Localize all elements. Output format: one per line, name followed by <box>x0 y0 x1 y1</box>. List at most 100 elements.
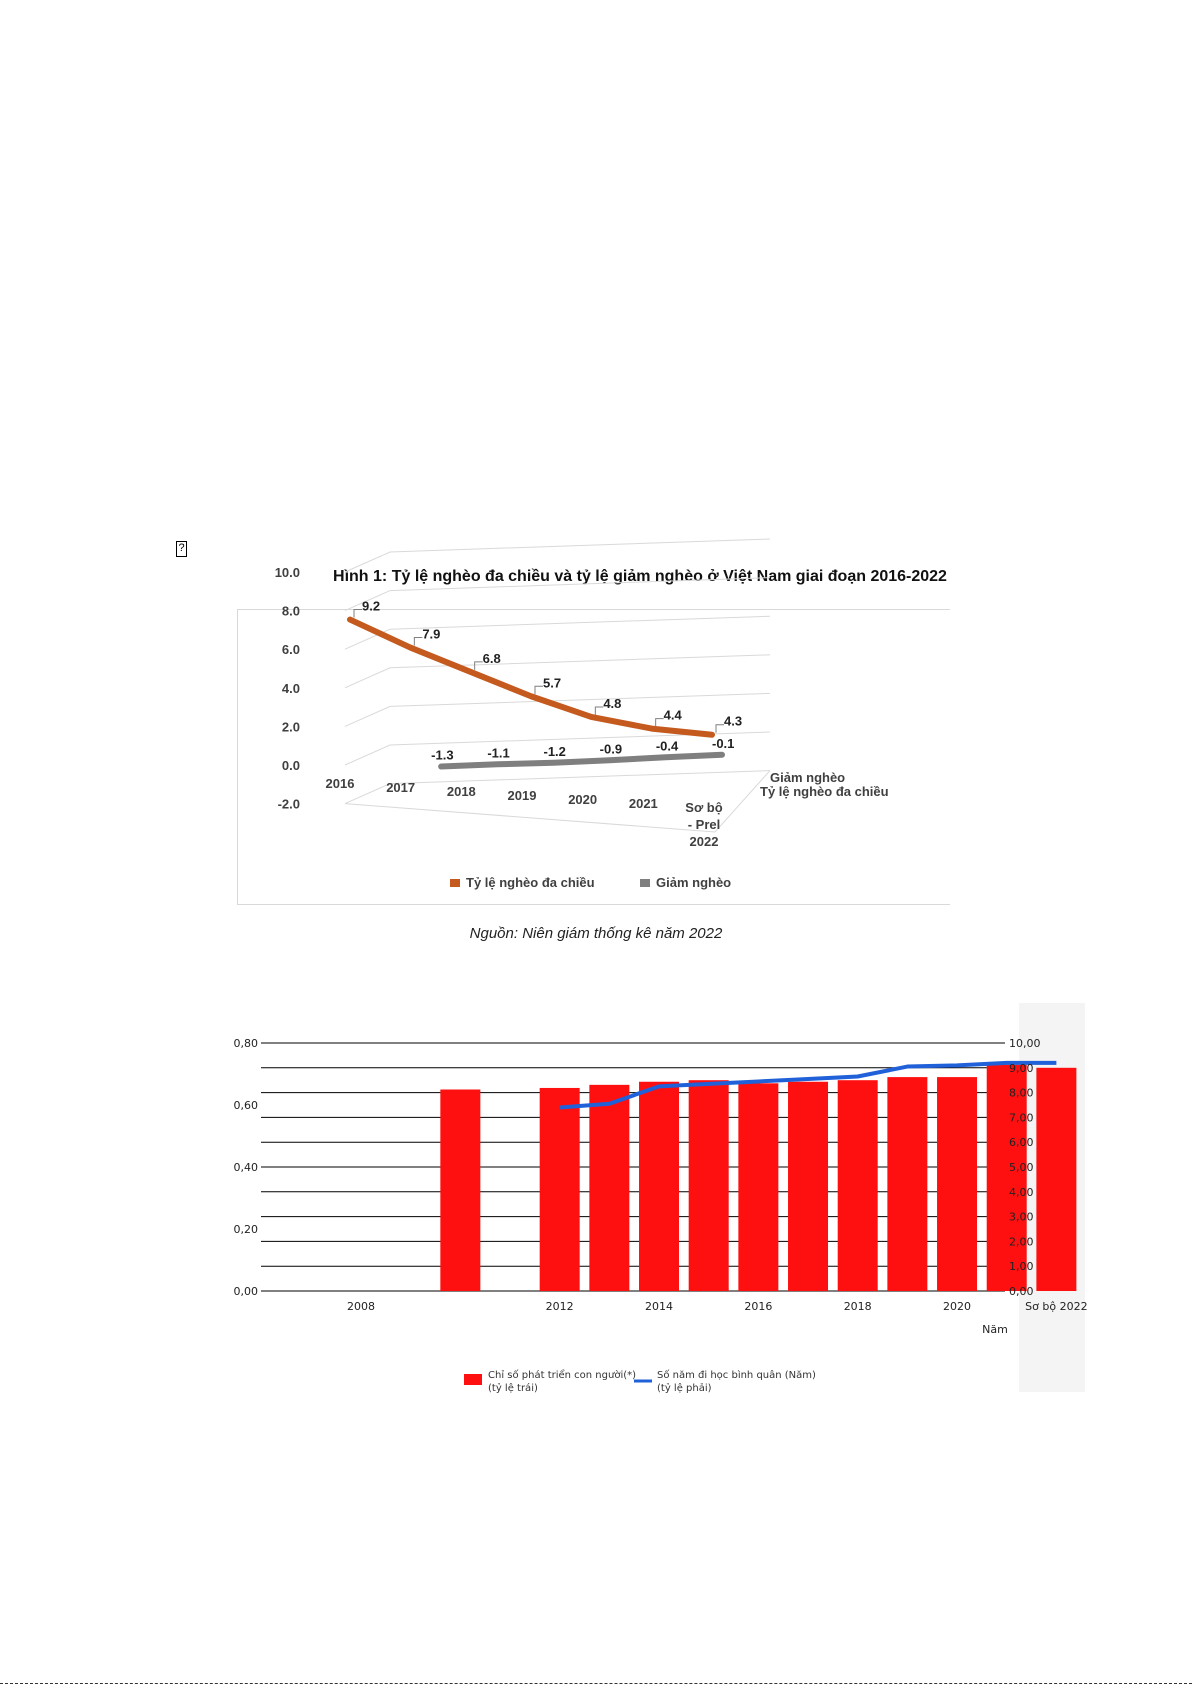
chart2-x-axis-label: Năm <box>982 1323 1008 1336</box>
chart2-line <box>559 1060 1057 1110</box>
chart1-data-label: -0.4 <box>656 738 679 753</box>
chart1-legend-swatch <box>450 879 460 887</box>
chart1-x-tick-label: 2017 <box>386 780 415 795</box>
chart2-bar <box>738 1083 779 1291</box>
chart1-data-labels: 9.2 7.9 6.8 5.7 4.8 4.4 4.3 -1.3 -1.1 -1.2 -0.9 -0.… <box>353 599 742 763</box>
chart2-y-right-tick-label: 10,00 <box>1009 1037 1041 1050</box>
chart2-legend-bar-label: Chỉ số phát triển con người(*) <box>488 1368 636 1381</box>
chart1-gridlines <box>344 538 771 833</box>
chart2-y-right-tick-label: 0,00 <box>1009 1285 1034 1298</box>
chart1-y-tick-label: 0.0 <box>282 758 300 773</box>
chart1-gridline <box>344 692 771 727</box>
chart2-x-tick-label: 2012 <box>546 1300 574 1313</box>
chart1-series-line-ty-le-ngheo <box>347 616 715 738</box>
chart2-x-tick-label: 2020 <box>943 1300 971 1313</box>
chart1-x-tick-label: 2022 <box>690 834 719 849</box>
chart1-data-label: 7.9 <box>422 627 440 642</box>
chart1-data-label-leader <box>715 724 724 733</box>
chart1-data-label-leader <box>353 609 362 618</box>
chart1-y-tick-label: 4.0 <box>282 681 300 696</box>
chart1-x-tick-label: 2020 <box>568 792 597 807</box>
chart2-bar <box>639 1081 680 1291</box>
chart2-y-left-tick-label: 0,00 <box>234 1285 259 1298</box>
chart1-y-tick-label: 2.0 <box>282 719 300 734</box>
chart1-gridline <box>344 770 771 805</box>
chart2-x-tick-label: 2008 <box>347 1300 375 1313</box>
chart1-x-ticks: 2016 2017 2018 2019 2020 2021 Sơ bộ - Prel 2022 <box>326 776 723 849</box>
chart2-bar <box>440 1089 481 1291</box>
chart1-gridline <box>344 731 771 766</box>
chart1-data-label: 5.7 <box>543 675 561 690</box>
chart2-bars <box>440 1064 1077 1291</box>
chart1-y-tick-label: 6.0 <box>282 642 300 657</box>
chart2-y-left-ticks: 0,00 0,20 0,40 0,60 0,80 <box>234 1037 259 1298</box>
chart2-line-series <box>559 1060 1057 1110</box>
broken-image-icon: ? <box>176 541 187 557</box>
chart1-x-tick-label: 2019 <box>508 788 537 803</box>
chart1-gridline <box>344 654 771 689</box>
chart1-gridline <box>344 577 771 612</box>
chart1-data-label: -0.1 <box>712 736 734 751</box>
chart1-y-tick-label: 10.0 <box>275 565 300 580</box>
chart2-y-right-tick-label: 8,00 <box>1009 1087 1034 1100</box>
chart1-legend-label: Giảm nghèo <box>656 875 731 890</box>
figure1-source: Nguồn: Niên giám thống kê năm 2022 <box>469 925 723 942</box>
chart2-x-tick-label: 2014 <box>645 1300 673 1313</box>
chart2-bar <box>589 1084 630 1291</box>
chart2-bar <box>1036 1067 1077 1291</box>
chart2-y-right-ticks: 0,00 1,00 2,00 3,00 4,00 5,00 6,00 7,00 8,00 9,00… <box>1009 1037 1041 1298</box>
chart2-legend: Chỉ số phát triển con người(*)(tỷ lệ trá… <box>464 1368 816 1394</box>
chart1-legend-swatch <box>640 879 650 887</box>
chart2-bar <box>837 1080 878 1291</box>
chart1-gridline <box>344 615 771 650</box>
chart1-data-label: -0.9 <box>600 741 622 756</box>
chart1-y-tick-label: 8.0 <box>282 604 300 619</box>
figure1-title: Hình 1: Tỷ lệ nghèo đa chiều và tỷ lệ gi… <box>333 568 947 585</box>
chart1-x-tick-label: 2016 <box>326 776 355 791</box>
chart1-data-label: 4.3 <box>724 714 742 729</box>
chart2-bar <box>688 1080 729 1291</box>
chart2-y-right-tick-label: 2,00 <box>1009 1235 1034 1248</box>
chart1-gridline <box>344 538 771 573</box>
chart1-series-line-giam-ngheo <box>438 751 725 770</box>
chart2-y-right-tick-label: 5,00 <box>1009 1161 1034 1174</box>
chart2-bar <box>986 1064 1027 1291</box>
chart2-y-left-tick-label: 0,60 <box>234 1099 259 1112</box>
chart1-legend-label: Tỷ lệ nghèo đa chiều <box>466 875 595 890</box>
chart1-data-label-leader <box>474 661 483 670</box>
chart2-legend-line-sublabel: (tỷ lệ phải) <box>657 1382 712 1394</box>
chart2-bar <box>887 1077 928 1291</box>
chart1-legend: Tỷ lệ nghèo đa chiều Giảm nghèo <box>450 875 731 890</box>
chart1-x-tick-label: 2021 <box>629 796 658 811</box>
chart1-frame <box>237 609 950 905</box>
chart2-x-ticks: 2008 2012 2014 2016 2018 2020 Sơ bộ 2022 Năm <box>347 1300 1088 1336</box>
chart1-data-label-leader <box>534 685 543 695</box>
chart1-data-label: -1.3 <box>431 748 453 763</box>
chart1-y-ticks: 10.0 8.0 6.0 4.0 2.0 0.0 -2.0 <box>275 565 300 812</box>
chart1-floor-edge <box>344 770 771 833</box>
chart1-depth-axis-label: Tỷ lệ nghèo đa chiều <box>760 784 889 799</box>
chart2-y-right-tick-label: 9,00 <box>1009 1062 1034 1075</box>
chart2-x-tick-label: 2016 <box>744 1300 772 1313</box>
page-bottom-rule <box>0 1683 1192 1684</box>
chart2-y-right-tick-label: 6,00 <box>1009 1136 1034 1149</box>
chart2-y-right-tick-label: 1,00 <box>1009 1260 1034 1273</box>
chart2-legend-bar-sublabel: (tỷ lệ trái) <box>488 1382 538 1394</box>
chart1-x-tick-label: 2018 <box>447 784 476 799</box>
chart2-y-right-tick-label: 3,00 <box>1009 1211 1034 1224</box>
chart1-x-tick-label: Sơ bộ <box>685 800 722 815</box>
chart1-data-label: 9.2 <box>362 599 380 614</box>
chart2-y-left-tick-label: 0,20 <box>234 1223 259 1236</box>
chart1-data-label: 4.4 <box>664 708 683 723</box>
chart1-depth-axis-label: Giảm nghèo <box>770 770 845 785</box>
chart1-data-label: 4.8 <box>603 696 621 711</box>
chart1-data-label: 6.8 <box>483 651 501 666</box>
chart2-legend-bar-swatch <box>464 1374 482 1385</box>
chart2-y-left-tick-label: 0,80 <box>234 1037 259 1050</box>
chart2-y-left-tick-label: 0,40 <box>234 1161 259 1174</box>
chart2-bar <box>539 1087 580 1291</box>
chart1-data-label-leader <box>413 637 423 646</box>
